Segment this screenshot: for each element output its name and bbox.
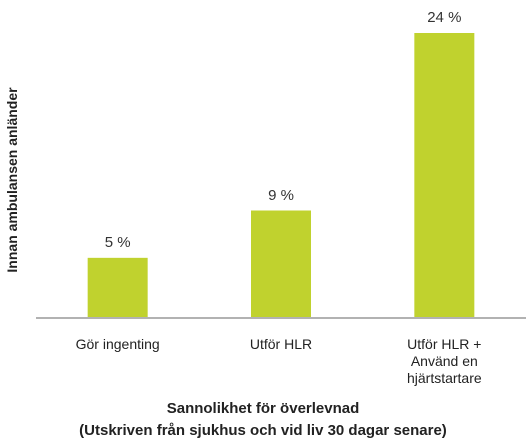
x-tick-label: Utför HLR bbox=[249, 336, 313, 352]
value-label: 9 % bbox=[268, 186, 294, 204]
bar bbox=[251, 210, 311, 317]
x-tick-label: Gör ingenting bbox=[75, 336, 160, 352]
x-axis-label: Sannolikhet för överlevnad (Utskriven fr… bbox=[79, 400, 447, 439]
value-label: 24 % bbox=[427, 9, 462, 26]
bar bbox=[414, 33, 475, 317]
y-axis-label: Innan ambulansen anländer bbox=[4, 87, 20, 273]
value-label: 5 % bbox=[104, 233, 131, 251]
x-tick-label: Utför HLR + Använd en hjärtstartare bbox=[406, 336, 482, 386]
bar bbox=[87, 257, 148, 317]
